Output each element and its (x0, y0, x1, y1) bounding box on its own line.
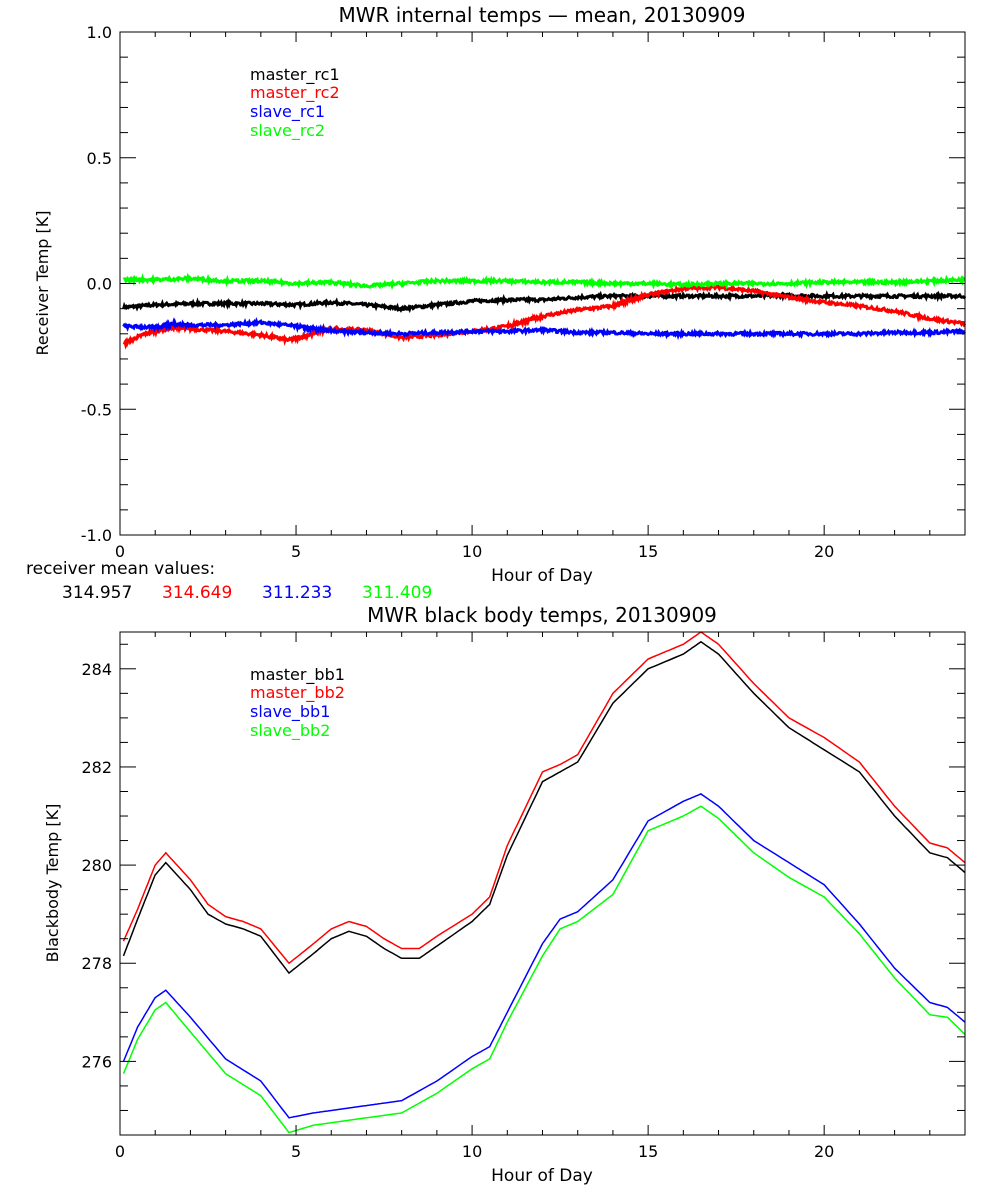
x-tick-label: 0 (115, 542, 125, 561)
annotation-value-1: 314.957 (62, 583, 132, 603)
y-tick-label: 1.0 (87, 23, 112, 42)
series-line-slave-rc2 (122, 272, 966, 291)
x-axis-label-top: Hour of Day (491, 566, 593, 586)
plot-frame-bottom (119, 631, 966, 1136)
y-tick-label: 280 (81, 856, 112, 875)
x-tick-label: 15 (638, 542, 658, 561)
annotation-label: receiver mean values: (26, 559, 215, 579)
series-line-slave-rc1 (122, 317, 966, 341)
x-axis-label-bottom: Hour of Day (491, 1166, 593, 1186)
y-tick-label: 0.0 (87, 275, 112, 294)
legend-entry-master-bb1: master_bb1 (250, 665, 345, 685)
x-tick-label: 5 (291, 1142, 301, 1161)
annotation-value-2: 314.649 (162, 583, 232, 603)
y-axis-label-bottom: Blackbody Temp [K] (43, 804, 62, 963)
series-line-master-bb1 (122, 640, 966, 975)
y-tick-label: 278 (81, 954, 112, 973)
series-line-slave-bb2 (122, 805, 966, 1134)
y-tick-label: 282 (81, 758, 112, 777)
y-tick-label: 284 (81, 660, 112, 679)
x-tick-label: 0 (115, 1142, 125, 1161)
plot-area-bottom: 0 5 10 15 20 276 278 280 282 284 (81, 631, 966, 1161)
legend-entry-slave-rc1: slave_rc1 (250, 102, 325, 122)
series-line-master-rc2 (122, 282, 967, 350)
y-axis-label-top: Receiver Temp [K] (33, 210, 52, 355)
y-tick-label: 276 (81, 1052, 112, 1071)
series-line-slave-bb1 (122, 793, 966, 1119)
legend-entry-master-rc1: master_rc1 (250, 65, 340, 85)
x-tick-label: 10 (462, 542, 482, 561)
legend-entry-slave-rc2: slave_rc2 (250, 121, 325, 141)
legend-top: master_rc1 master_rc2 slave_rc1 slave_rc… (250, 65, 340, 141)
x-tick-label: 15 (638, 1142, 658, 1161)
legend-entry-master-rc2: master_rc2 (250, 83, 340, 103)
y-tick-label: 0.5 (87, 149, 112, 168)
annotation-value-4: 311.409 (362, 583, 432, 603)
legend-entry-slave-bb2: slave_bb2 (250, 721, 330, 741)
legend-entry-master-bb2: master_bb2 (250, 683, 345, 703)
plot-area-top: 0 5 10 15 20 -1.0 -0.5 0.0 0.5 1.0 (81, 23, 967, 561)
series-line-master-rc1 (122, 289, 967, 314)
chart-title-top: MWR internal temps — mean, 20130909 (338, 3, 745, 27)
chart-title-bottom: MWR black body temps, 20130909 (367, 603, 717, 627)
annotation-value-3: 311.233 (262, 583, 332, 603)
series-line-master-bb2 (122, 631, 966, 965)
x-tick-label: 20 (814, 1142, 834, 1161)
x-tick-label: 5 (291, 542, 301, 561)
legend-entry-slave-bb1: slave_bb1 (250, 702, 330, 722)
y-tick-label: -1.0 (81, 526, 112, 545)
y-tick-label: -0.5 (81, 400, 112, 419)
x-tick-label: 20 (814, 542, 834, 561)
x-tick-label: 10 (462, 1142, 482, 1161)
legend-bottom: master_bb1 master_bb2 slave_bb1 slave_bb… (250, 665, 345, 741)
